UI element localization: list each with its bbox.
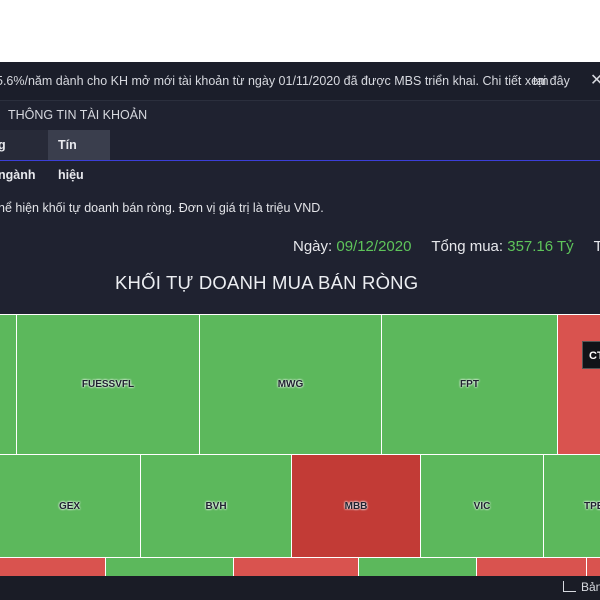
treemap-cell-fpt[interactable]: FPT [381, 314, 558, 455]
footer-bar: Bảng [0, 576, 600, 600]
treemap-cell[interactable] [105, 557, 234, 576]
table-toggle[interactable]: Bảng [563, 580, 600, 594]
tab-bar: g ngành Tín hiệu [0, 130, 600, 182]
chart-title: KHỐI TỰ DOANH MUA BÁN RÒNG [115, 272, 419, 293]
close-icon[interactable]: ✕ [590, 72, 600, 89]
treemap-cell[interactable] [0, 557, 106, 576]
sell-label: Tổ [593, 238, 600, 255]
treemap-cell-tpe[interactable]: TPE [543, 454, 600, 558]
treemap-cell[interactable] [557, 314, 600, 455]
buy-label: Tổng mua: [431, 238, 504, 255]
buy-value: 357.16 Tỷ [507, 238, 574, 255]
announcement-link[interactable]: tại đây [533, 74, 570, 88]
date-label: Ngày: [293, 238, 333, 255]
chart-description: hể hiện khối tự doanh bán ròng. Đơn vị g… [0, 201, 324, 215]
announcement-bar: 5.6%/năm dành cho KH mở mới tài khoản từ… [0, 62, 600, 101]
treemap: FUESSVFL MWG FPT GEX BVH MBB VIC TPE CT [0, 314, 600, 576]
treemap-cell[interactable] [358, 557, 477, 576]
tab-industry[interactable]: g ngành [0, 130, 48, 182]
account-info-link[interactable]: THÔNG TIN TÀI KHOẢN [8, 108, 148, 122]
app-window: 5.6%/năm dành cho KH mở mới tài khoản từ… [0, 62, 600, 600]
treemap-cell[interactable] [476, 557, 587, 576]
treemap-cell-fuessvfl[interactable]: FUESSVFL [16, 314, 200, 455]
treemap-cell-gex[interactable]: GEX [0, 454, 141, 558]
treemap-tooltip: CT [582, 341, 600, 369]
treemap-cell[interactable] [233, 557, 359, 576]
treemap-cell-mbb[interactable]: MBB [291, 454, 421, 558]
treemap-cell-bvh[interactable]: BVH [140, 454, 292, 558]
announcement-text: 5.6%/năm dành cho KH mở mới tài khoản từ… [0, 74, 549, 88]
tab-signal[interactable]: Tín hiệu [48, 130, 110, 182]
line-chart-icon [563, 581, 576, 592]
summary-stats: Ngày: 09/12/2020 Tổng mua: 357.16 Tỷ Tổ [293, 238, 600, 255]
treemap-cell[interactable] [586, 557, 600, 576]
date-value: 09/12/2020 [336, 238, 412, 255]
treemap-cell-vic[interactable]: VIC [420, 454, 544, 558]
table-toggle-label: Bảng [581, 580, 600, 594]
treemap-cell[interactable] [0, 314, 17, 455]
treemap-cell-mwg[interactable]: MWG [199, 314, 382, 455]
